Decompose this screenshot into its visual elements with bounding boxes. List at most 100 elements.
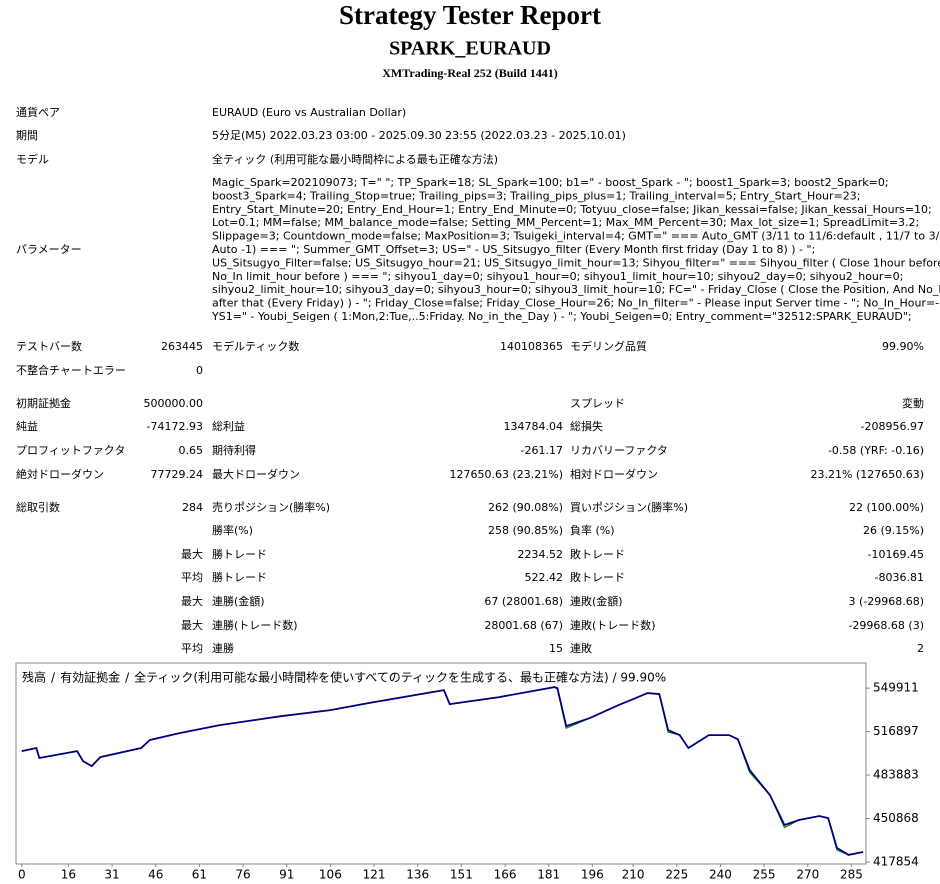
legend-separator: / xyxy=(51,671,56,685)
legend-separator: / xyxy=(125,671,130,685)
stat-label: 買いポジション(勝率%) xyxy=(570,500,688,514)
chart-title: 全ティック(利用可能な最小時間枠を使いすべてのティックを生成する、最も正確な方法… xyxy=(134,670,666,685)
parameter-line: Entry_Start_Minute=20; Entry_End_Hour=1;… xyxy=(212,203,932,216)
x-tick-label: 0 xyxy=(18,868,26,882)
stat-label: プロフィットファクタ xyxy=(16,444,125,457)
stat-label: スプレッド xyxy=(570,397,625,410)
x-tick-label: 181 xyxy=(537,868,560,882)
x-tick-label: 255 xyxy=(753,868,776,882)
stat-label: 初期証拠金 xyxy=(16,396,71,410)
parameter-line: boost3_Spark=4; Trailing_Stop=true; Trai… xyxy=(212,189,860,202)
x-tick-label: 285 xyxy=(840,868,863,882)
info-label: 通貨ペア xyxy=(16,105,60,119)
parameter-line: US_Sitsugyo_Filter=false; US_Sitsugyo_ho… xyxy=(212,256,940,269)
stat-value: -261.17 xyxy=(521,444,563,457)
x-tick-label: 61 xyxy=(192,868,207,882)
stat-value: 2 xyxy=(917,642,924,655)
report-subtitle: SPARK_EURAUD xyxy=(389,38,551,60)
y-tick-label: 516897 xyxy=(873,724,919,738)
x-tick-label: 121 xyxy=(363,868,386,882)
stat-label: 総利益 xyxy=(212,419,245,433)
stat-label: モデリング品質 xyxy=(570,339,647,353)
stat-label: 連敗 xyxy=(570,641,592,655)
parameter-line: No_In limit_hour before ) === "; sihyou1… xyxy=(212,270,903,283)
stat-value: 22 (100.00%) xyxy=(849,501,924,514)
stat-label: 負率 (%) xyxy=(570,523,615,537)
stat-label: 連勝 xyxy=(212,641,234,655)
parameter-line: Slippage=3; Countdown_mode=false; MaxPos… xyxy=(212,230,940,243)
stat-value: 平均 xyxy=(181,642,203,655)
chart-frame xyxy=(15,662,867,865)
stat-value: 最大 xyxy=(181,547,203,561)
y-tick-label: 417854 xyxy=(873,854,919,868)
stat-value: 67 (28001.68) xyxy=(484,595,563,608)
x-tick-label: 196 xyxy=(581,868,604,882)
y-tick-label: 483883 xyxy=(873,768,919,782)
stat-label: 総取引数 xyxy=(16,500,60,514)
info-value: EURAUD (Euro vs Australian Dollar) xyxy=(212,106,406,119)
stat-value: 263445 xyxy=(161,340,203,353)
stat-label: 連敗(トレード数) xyxy=(570,618,656,632)
parameter-line: sihyou2_limit_hour=10; sihyou3_day=0; si… xyxy=(212,283,940,296)
info-label: 期間 xyxy=(16,129,38,142)
stat-value: -29968.68 (3) xyxy=(848,619,924,632)
stat-value: -208956.97 xyxy=(861,420,924,433)
stat-label: 連勝(トレード数) xyxy=(212,618,298,632)
stat-label: 相対ドローダウン xyxy=(570,467,658,481)
x-tick-label: 46 xyxy=(148,868,163,882)
x-tick-label: 166 xyxy=(494,868,517,882)
info-label: モデル xyxy=(16,152,49,166)
parameter-line: YS1=" - Youbi_Seigen ( 1:Mon,2:Tue,..5:F… xyxy=(211,310,912,323)
stat-value: 127650.63 (23.21%) xyxy=(449,468,563,481)
stat-label: 総損失 xyxy=(570,419,603,433)
stat-label: 敗トレード xyxy=(570,570,625,584)
x-tick-label: 225 xyxy=(665,868,688,882)
info-value: 5分足(M5) 2022.03.23 03:00 - 2025.09.30 23… xyxy=(212,129,626,142)
x-tick-label: 151 xyxy=(450,868,473,882)
stat-value: 0.65 xyxy=(179,444,204,457)
stat-value: 77729.24 xyxy=(151,468,204,481)
parameter-line: Lot=0.1; MM=false; MM_balance_mode=false… xyxy=(212,216,919,229)
stat-value: -10169.45 xyxy=(868,548,924,561)
parameters-label: パラメーター xyxy=(16,243,82,256)
stat-label: 最大ドローダウン xyxy=(212,467,300,481)
stat-label: 勝率(%) xyxy=(212,523,253,537)
stat-value: -74172.93 xyxy=(147,420,203,433)
stat-value: 140108365 xyxy=(500,340,563,353)
stat-value: 平均 xyxy=(181,571,203,584)
stat-label: 純益 xyxy=(16,419,38,433)
stat-value: 26 (9.15%) xyxy=(863,524,924,537)
stat-value: 15 xyxy=(549,642,563,655)
stat-label: リカバリーファクタ xyxy=(570,444,668,457)
stat-value: 500000.00 xyxy=(144,397,204,410)
x-tick-label: 31 xyxy=(104,868,119,882)
stat-value: 2234.52 xyxy=(518,548,564,561)
stat-label: 敗トレード xyxy=(570,547,625,561)
series-line xyxy=(21,686,864,856)
stat-label: 期待利得 xyxy=(212,443,256,457)
stat-label: 不整合チャートエラー xyxy=(16,363,126,377)
x-tick-label: 106 xyxy=(319,868,342,882)
stat-value: -8036.81 xyxy=(875,571,924,584)
stat-value: 最大 xyxy=(181,594,203,608)
stat-label: テストバー数 xyxy=(16,340,82,353)
info-value: 全ティック (利用可能な最小時間枠による最も正確な方法) xyxy=(212,152,498,166)
stat-value: 28001.68 (67) xyxy=(484,619,563,632)
stat-label: 勝トレード xyxy=(212,570,267,584)
stat-value: 284 xyxy=(182,501,203,514)
x-tick-label: 76 xyxy=(235,868,250,882)
stat-value: 23.21% (127650.63) xyxy=(810,468,924,481)
stat-label: 売りポジション(勝率%) xyxy=(212,500,330,514)
stat-value: 3 (-29968.68) xyxy=(848,595,924,608)
x-tick-label: 270 xyxy=(796,868,819,882)
stat-value: 134784.04 xyxy=(504,420,564,433)
stat-label: 絶対ドローダウン xyxy=(16,467,104,481)
stat-label: 勝トレード xyxy=(212,547,267,561)
stat-value: 258 (90.85%) xyxy=(488,524,563,537)
x-tick-label: 210 xyxy=(622,868,645,882)
report-title: Strategy Tester Report xyxy=(339,0,601,30)
x-tick-label: 16 xyxy=(61,868,76,882)
stat-value: 262 (90.08%) xyxy=(488,501,563,514)
